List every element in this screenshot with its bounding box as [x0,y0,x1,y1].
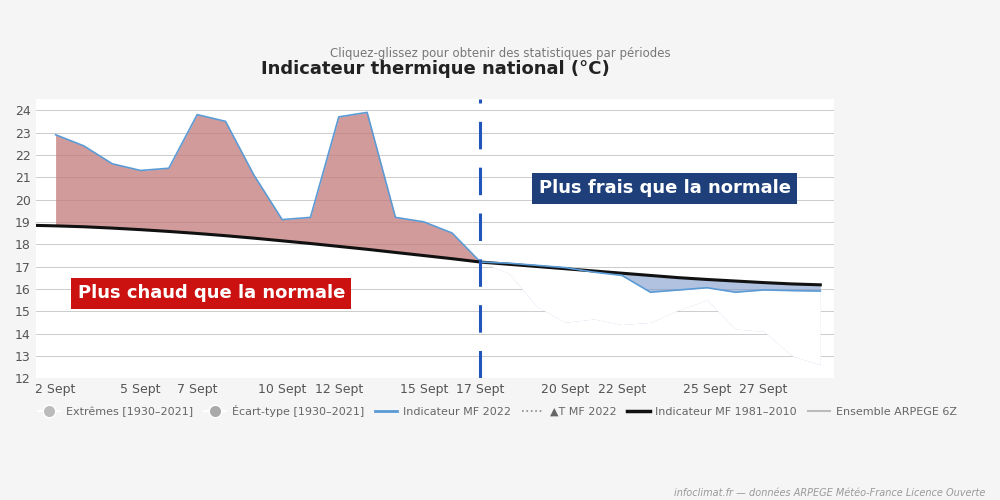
Text: Plus chaud que la normale: Plus chaud que la normale [78,284,345,302]
Text: Cliquez-glissez pour obtenir des statistiques par périodes: Cliquez-glissez pour obtenir des statist… [330,48,670,60]
Text: Plus frais que la normale: Plus frais que la normale [539,180,791,198]
Title: Indicateur thermique national (°C): Indicateur thermique national (°C) [261,60,609,78]
Legend: Extrêmes [1930–2021], Écart-type [1930–2021], Indicateur MF 2022, ▲T MF 2022, In: Extrêmes [1930–2021], Écart-type [1930–2… [33,400,961,421]
Text: infoclimat.fr — données ARPEGE Météo-France Licence Ouverte: infoclimat.fr — données ARPEGE Météo-Fra… [674,488,985,498]
